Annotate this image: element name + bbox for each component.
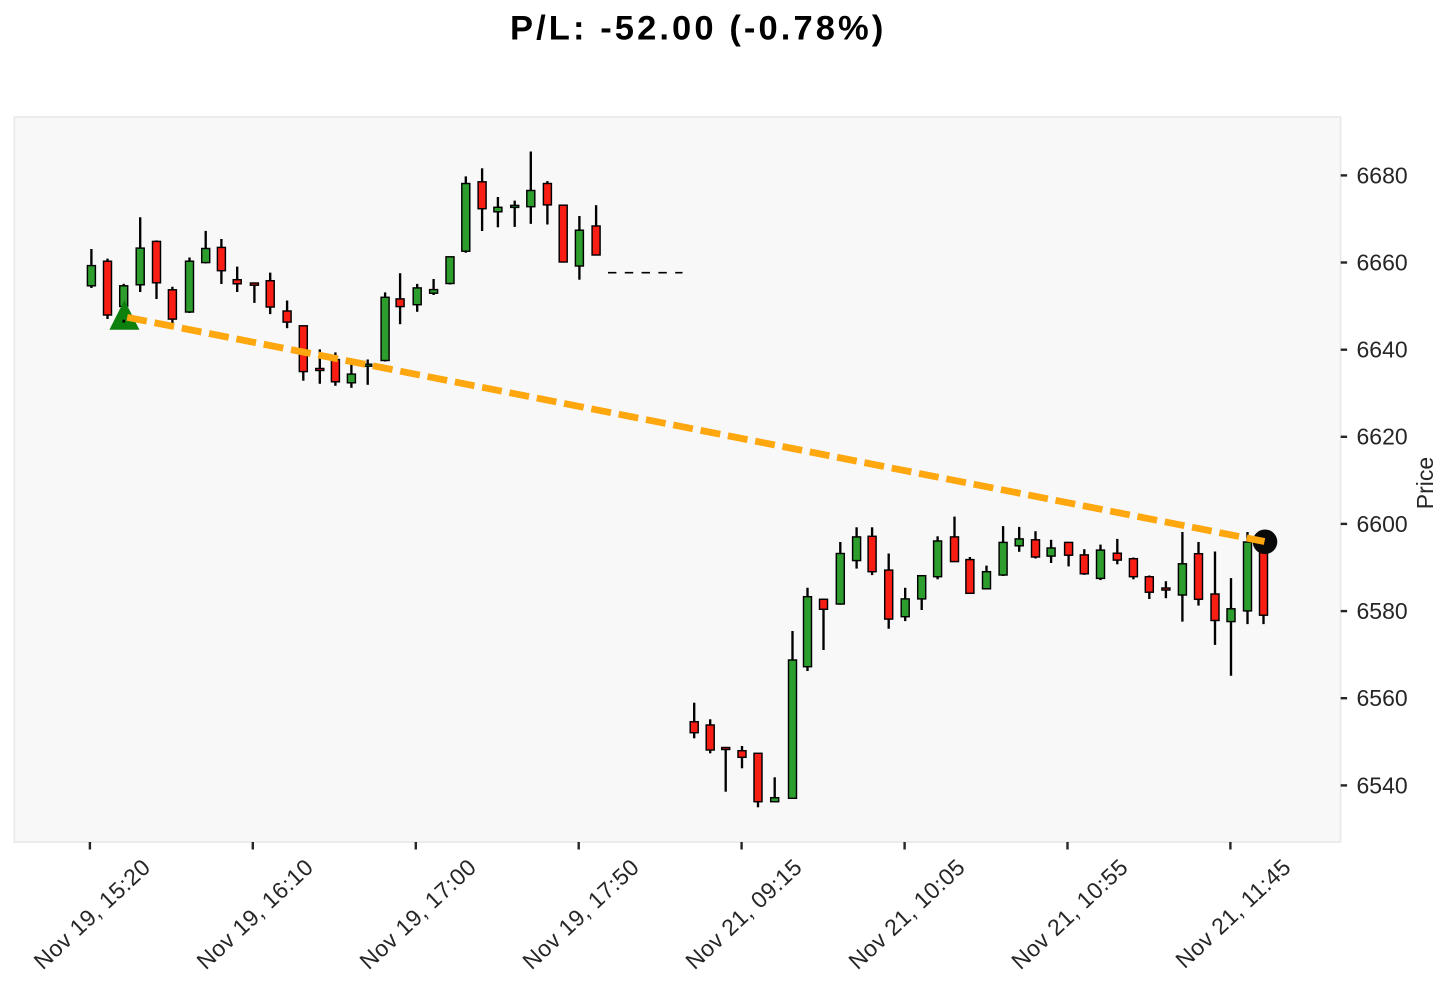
svg-text:6660: 6660 [1357,249,1408,275]
svg-text:6600: 6600 [1357,511,1408,537]
svg-text:6560: 6560 [1357,685,1408,711]
svg-text:Price: Price [1412,457,1438,509]
svg-text:Nov 21, 10:05: Nov 21, 10:05 [843,854,970,975]
svg-text:6640: 6640 [1357,337,1408,363]
svg-text:6540: 6540 [1357,772,1408,798]
svg-text:Nov 21, 10:55: Nov 21, 10:55 [1006,854,1133,975]
svg-text:Nov 19, 15:20: Nov 19, 15:20 [29,854,156,975]
svg-text:Nov 19, 17:50: Nov 19, 17:50 [517,854,644,975]
svg-text:Nov 21, 09:15: Nov 21, 09:15 [680,854,807,975]
svg-text:6580: 6580 [1357,598,1408,624]
svg-text:6680: 6680 [1357,162,1408,188]
svg-text:Nov 19, 16:10: Nov 19, 16:10 [191,854,318,975]
svg-text:6620: 6620 [1357,424,1408,450]
svg-text:P/L: -52.00 (-0.78%): P/L: -52.00 (-0.78%) [510,10,886,48]
svg-text:Nov 19, 17:00: Nov 19, 17:00 [354,854,481,975]
svg-text:Nov 21, 11:45: Nov 21, 11:45 [1170,854,1296,974]
